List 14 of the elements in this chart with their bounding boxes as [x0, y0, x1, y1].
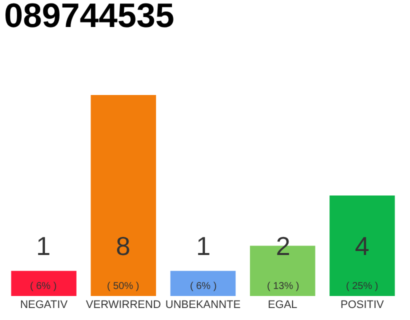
- data-label: 4 ( 25% ): [346, 231, 378, 292]
- bar: [330, 196, 395, 296]
- x-tick-label: VERWIRREND: [86, 299, 161, 311]
- x-tick-label: NEGATIV: [20, 299, 68, 311]
- bar: [11, 270, 76, 296]
- x-tick-label: UNBEKANNTE: [165, 299, 241, 311]
- data-label: 1 ( 6% ): [190, 231, 217, 292]
- data-label: 8 ( 50% ): [107, 231, 140, 292]
- data-label: 1 ( 6% ): [30, 231, 57, 292]
- bar: [90, 95, 156, 296]
- chart-title: 089744535: [4, 0, 174, 35]
- bar: [170, 270, 236, 296]
- x-tick-label: EGAL: [268, 299, 298, 311]
- x-tick-label: POSITIV: [340, 299, 385, 311]
